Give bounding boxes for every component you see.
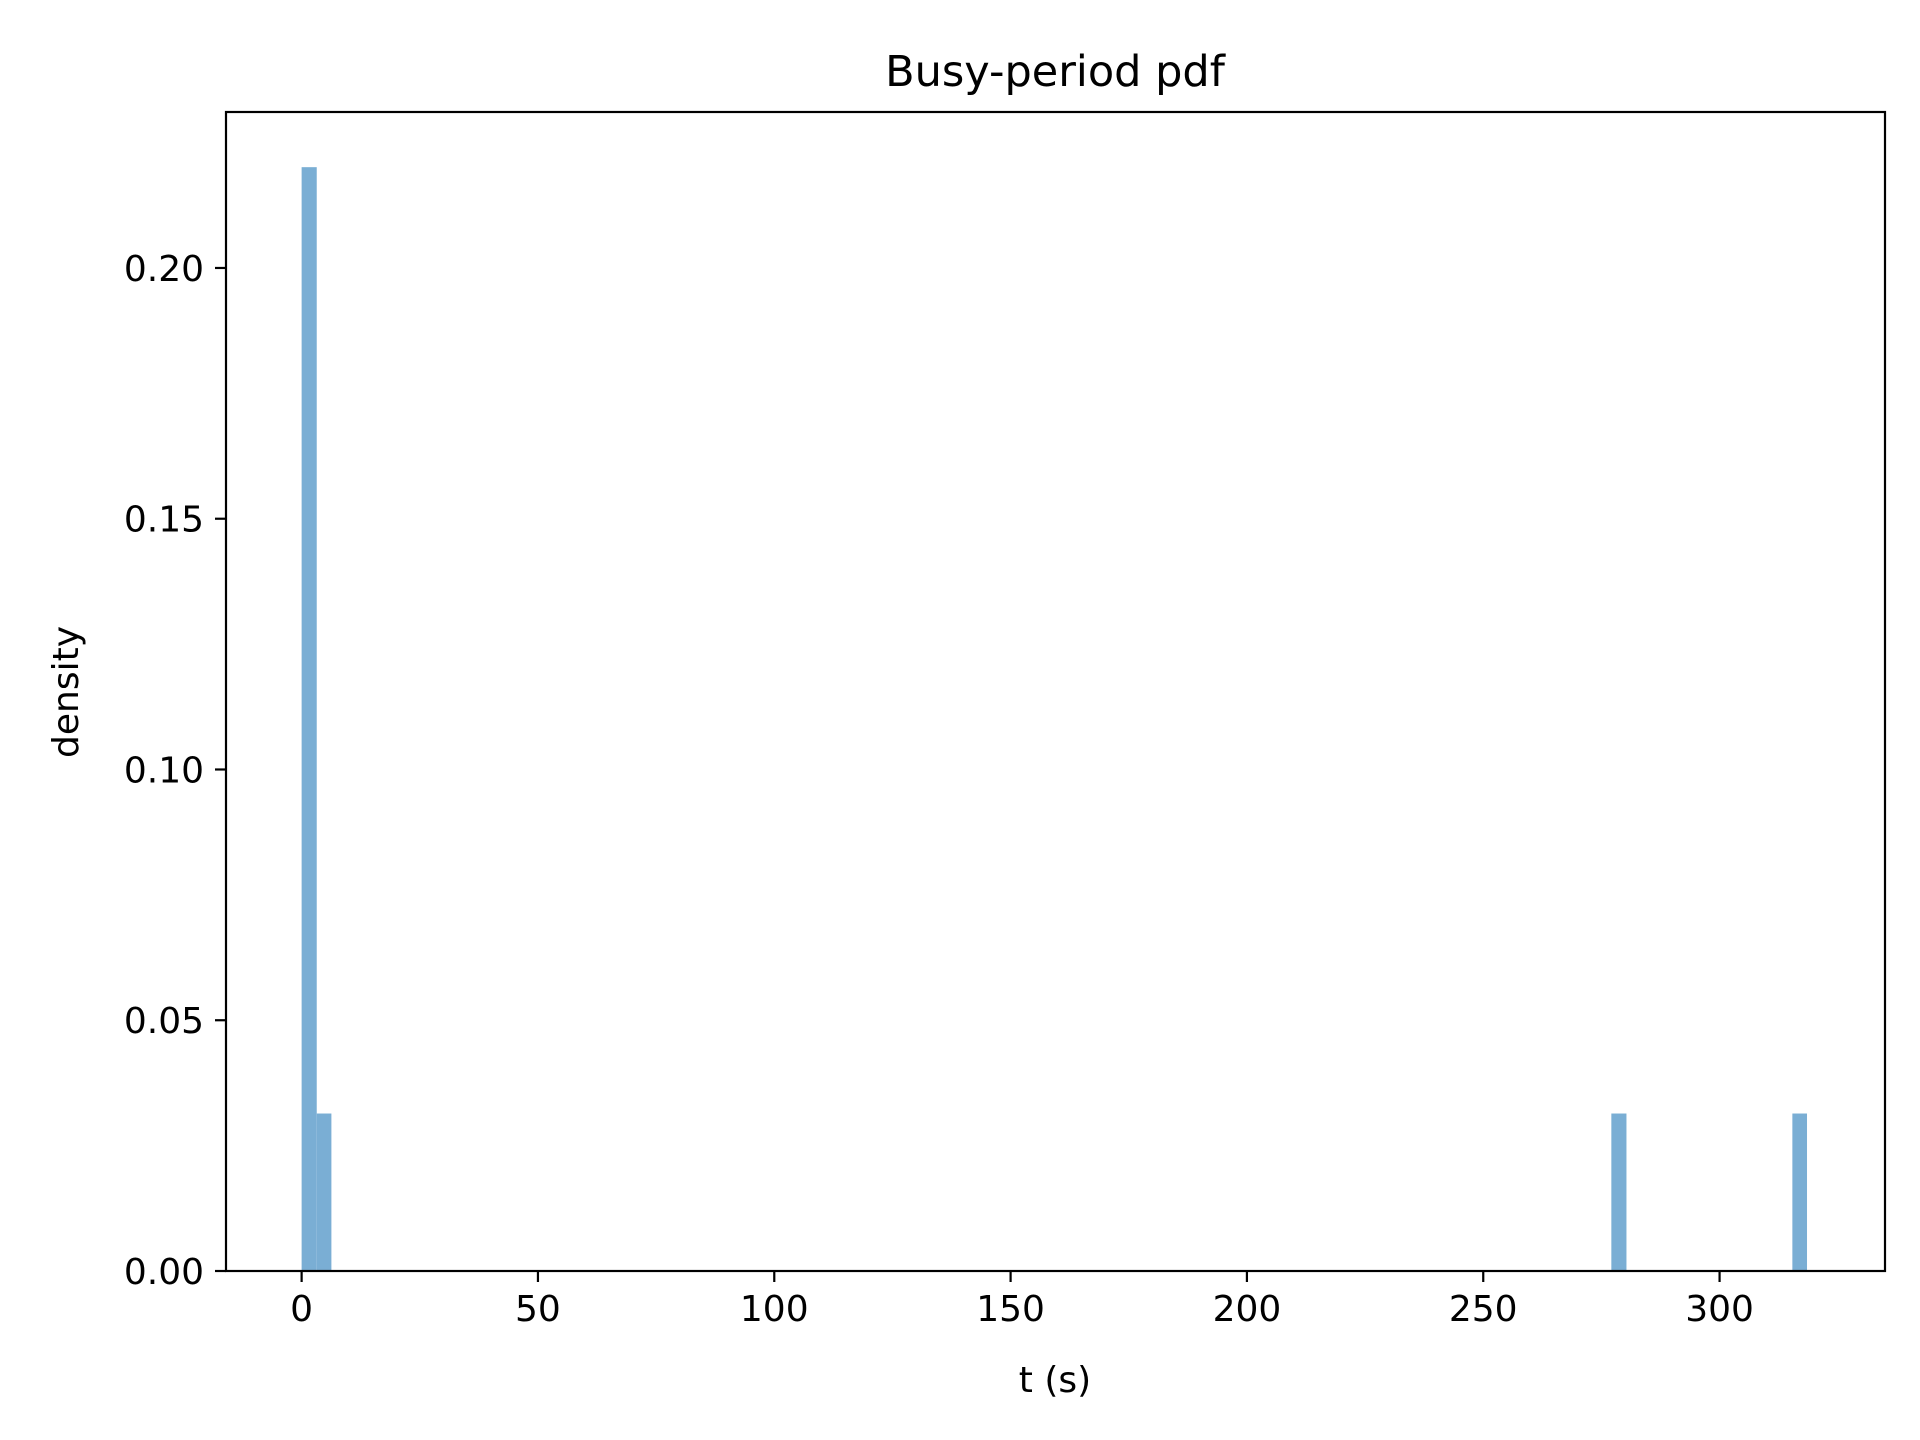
chart-title: Busy-period pdf xyxy=(885,47,1226,97)
y-tick-label: 0.20 xyxy=(124,249,204,290)
x-tick-label: 0 xyxy=(290,1289,313,1330)
histogram-bar xyxy=(1792,1113,1808,1271)
histogram-bar xyxy=(301,167,317,1271)
bars-group xyxy=(301,167,1808,1271)
x-tick-label: 150 xyxy=(976,1289,1045,1330)
x-tick-label: 250 xyxy=(1449,1289,1518,1330)
histogram-bar xyxy=(1611,1113,1627,1271)
y-axis-ticks: 0.00 0.05 0.10 0.15 0.20 xyxy=(124,249,226,1293)
x-tick-label: 50 xyxy=(515,1289,561,1330)
plot-frame xyxy=(224,110,1887,1273)
x-axis-label: t (s) xyxy=(1019,1360,1091,1401)
y-tick-label: 0.15 xyxy=(124,500,204,541)
x-tick-label: 300 xyxy=(1685,1289,1754,1330)
histogram-bar xyxy=(316,1113,332,1271)
x-axis-ticks: 0 50 100 150 200 250 300 xyxy=(290,1271,1754,1330)
y-tick-label: 0.10 xyxy=(124,750,204,791)
x-tick-label: 200 xyxy=(1213,1289,1282,1330)
y-tick-label: 0.05 xyxy=(124,1001,204,1042)
y-tick-label: 0.00 xyxy=(124,1252,204,1293)
y-axis-label: density xyxy=(46,626,87,758)
x-tick-label: 100 xyxy=(740,1289,809,1330)
